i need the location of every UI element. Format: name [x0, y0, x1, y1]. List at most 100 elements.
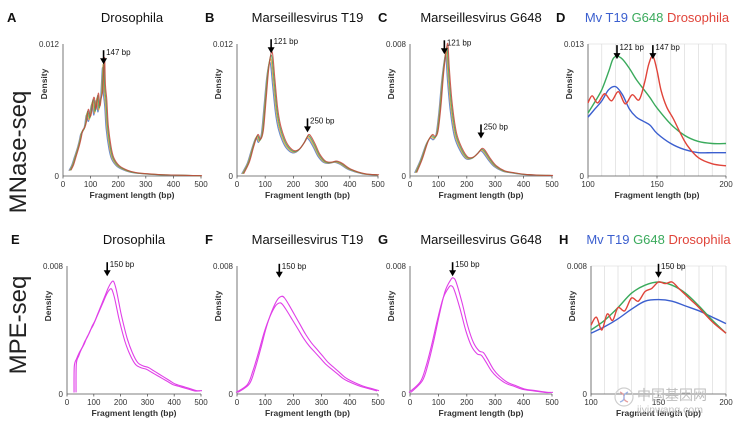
row-label-mpe: MPE-seq — [5, 276, 32, 375]
annotation-label: 150 bp — [282, 262, 307, 271]
legend-entry: Drosophila — [663, 10, 730, 25]
x-tick-label: 200 — [460, 398, 474, 407]
x-tick-label: 200 — [719, 180, 733, 189]
annotation-arrow-head — [103, 270, 111, 277]
x-axis-label: Fragment length (bp) — [90, 190, 175, 200]
x-tick-label: 100 — [432, 398, 446, 407]
y-tick-label: 0.008 — [567, 262, 588, 271]
annotation-arrow-head — [477, 132, 485, 139]
x-tick-label: 100 — [84, 180, 98, 189]
legend-entry: Mv T19 — [586, 232, 629, 247]
x-axis-label: Fragment length (bp) — [439, 408, 524, 418]
annotation-arrow-head — [304, 126, 311, 133]
chart-title: Marseillesvirus G648 — [420, 232, 541, 247]
x-tick-label: 500 — [545, 398, 559, 407]
x-tick-label: 400 — [343, 398, 357, 407]
dna-logo-icon — [614, 387, 634, 407]
chart-title: Drosophila — [101, 10, 164, 25]
x-tick-label: 0 — [235, 180, 240, 189]
x-tick-label: 500 — [371, 180, 385, 189]
panel-letter-a: A — [7, 10, 17, 25]
chart-legend: Mv T19 G648 Drosophila — [585, 10, 730, 25]
panel-a: A Drosophila 0 100 200 300 400 500 0 0.012 Fragmen… — [7, 10, 208, 200]
x-tick-label: 500 — [194, 398, 208, 407]
watermark-sub: jiyinwang.com — [636, 404, 703, 416]
panel-h: H Mv T19 G648 Drosophila 100 150 200 0 0.008 Fr… — [559, 232, 733, 418]
y-axis-label: Density — [213, 68, 223, 99]
x-tick-label: 0 — [235, 398, 240, 407]
x-tick-label: 400 — [517, 398, 531, 407]
annotation-label: 147 bp — [655, 43, 680, 52]
y-axis-label: Density — [386, 68, 396, 99]
x-tick-label: 150 — [652, 398, 666, 407]
series-line — [237, 295, 380, 393]
annotation-label: 250 bp — [310, 116, 335, 125]
legend-entry: Drosophila — [665, 232, 732, 247]
x-tick-label: 500 — [545, 180, 559, 189]
chart-legend: Mv T19 G648 Drosophila — [586, 232, 731, 247]
x-tick-label: 300 — [489, 398, 503, 407]
y-tick-label: 0.008 — [213, 262, 234, 271]
series-line — [69, 63, 201, 177]
chart-title: Marseillesvirus T19 — [252, 232, 364, 247]
x-tick-label: 100 — [259, 398, 273, 407]
series-line — [70, 57, 203, 177]
x-tick-label: 300 — [489, 180, 503, 189]
y-axis-label: Density — [386, 290, 396, 321]
x-tick-label: 0 — [65, 398, 70, 407]
annotation-label: 150 bp — [455, 260, 480, 269]
annotation-arrow-head — [275, 271, 283, 278]
panel-letter-g: G — [378, 232, 388, 247]
x-tick-label: 200 — [460, 180, 474, 189]
y-tick-label: 0 — [229, 172, 234, 181]
x-tick-label: 100 — [259, 180, 273, 189]
y-tick-label: 0.013 — [564, 40, 585, 49]
y-tick-label: 0 — [402, 172, 407, 181]
x-tick-label: 200 — [287, 180, 301, 189]
y-tick-label: 0 — [229, 390, 234, 399]
series-line — [235, 302, 378, 393]
panel-letter-e: E — [11, 232, 20, 247]
annotation-label: 121 bp — [447, 38, 472, 47]
x-tick-label: 300 — [139, 180, 153, 189]
x-tick-label: 400 — [517, 180, 531, 189]
y-tick-label: 0.012 — [39, 40, 60, 49]
series-line — [587, 55, 727, 167]
annotation-arrow-head — [655, 271, 662, 278]
x-axis-label: Fragment length (bp) — [265, 408, 350, 418]
y-axis-label: Density — [213, 290, 223, 321]
panel-d: D Mv T19 G648 Drosophila 100 150 200 0 0.013 Fr… — [556, 10, 733, 200]
series-line — [69, 60, 202, 177]
x-tick-label: 300 — [315, 398, 329, 407]
x-tick-label: 100 — [87, 398, 101, 407]
x-axis-label: Fragment length (bp) — [439, 190, 524, 200]
series-line — [68, 67, 200, 177]
row-label-mnase: MNase-seq — [5, 91, 32, 214]
x-tick-label: 0 — [408, 180, 413, 189]
y-axis-label: Density — [43, 290, 53, 321]
x-axis-label: Fragment length (bp) — [615, 190, 700, 200]
annotation-arrow-head — [267, 47, 275, 54]
series-line — [243, 51, 380, 176]
chart-title: Marseillesvirus G648 — [420, 10, 541, 25]
panel-e: E Drosophila 0 100 200 300 400 500 0 0.008 Fragmen… — [11, 232, 208, 418]
x-tick-label: 200 — [719, 398, 733, 407]
x-axis-label: Fragment length (bp) — [616, 408, 701, 418]
annotation-label: 121 bp — [274, 37, 299, 46]
panel-letter-b: B — [205, 10, 214, 25]
y-tick-label: 0 — [55, 172, 60, 181]
x-tick-label: 400 — [167, 180, 181, 189]
x-tick-label: 300 — [315, 180, 329, 189]
panel-f: F Marseillesvirus T19 0 100 200 300 400 500 0 0.0… — [205, 232, 385, 418]
panel-letter-h: H — [559, 232, 568, 247]
panel-b: B Marseillesvirus T19 0 100 200 300 400 500 0 0.0… — [205, 10, 385, 200]
annotation-label: 147 bp — [106, 48, 131, 57]
series-line — [73, 288, 201, 393]
series-line — [587, 55, 727, 145]
panel-c: C Marseillesvirus G648 0 100 200 300 400 500 0 0.… — [378, 10, 559, 200]
x-tick-label: 150 — [650, 180, 664, 189]
y-tick-label: 0.008 — [386, 40, 407, 49]
y-tick-label: 0 — [580, 172, 585, 181]
watermark-text: 中国基因网 — [637, 387, 707, 403]
x-tick-label: 500 — [194, 180, 208, 189]
